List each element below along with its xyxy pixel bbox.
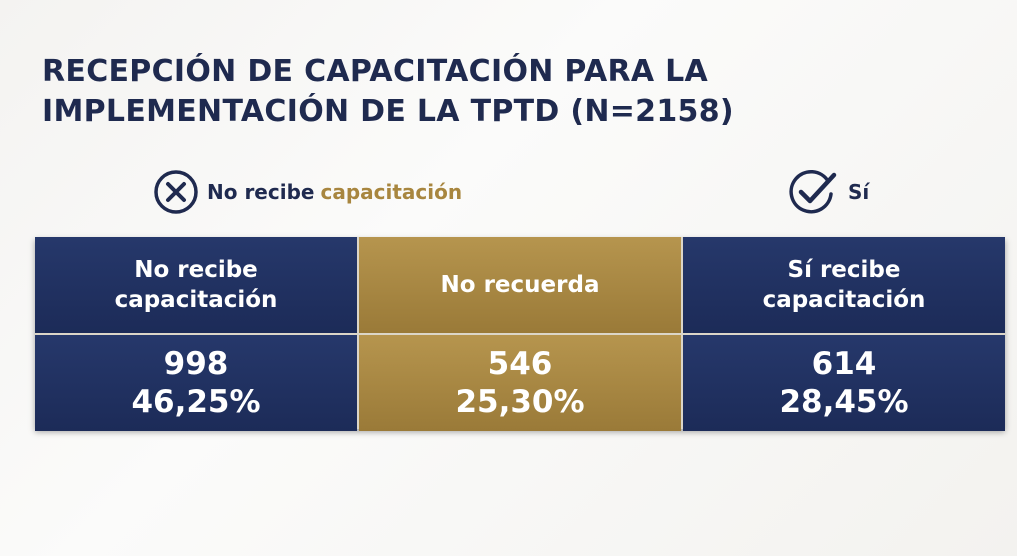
legend-text: No recibe	[207, 180, 315, 204]
title-line: IMPLEMENTACIÓN DE LA TPTD (N=2158)	[42, 94, 734, 129]
title-line: RECEPCIÓN DE CAPACITACIÓN PARA LA	[42, 54, 709, 89]
legend-text: Sí	[848, 180, 870, 204]
header-text: capacitación	[762, 287, 926, 313]
legend-accent: capacitación	[320, 180, 463, 204]
value-cell: 614 28,45%	[683, 335, 1005, 431]
percent: 25,30%	[455, 384, 585, 420]
legend-yes: Sí	[788, 170, 869, 214]
header-text: capacitación	[114, 287, 278, 313]
header-cell: No recuerda	[359, 237, 681, 333]
count: 998	[163, 346, 229, 382]
header-text: No recuerda	[440, 272, 600, 298]
header-text: No recibe	[134, 257, 258, 283]
legend-no: No recibe capacitación	[153, 170, 462, 214]
count: 546	[487, 346, 553, 382]
header-text: Sí recibe	[787, 257, 901, 283]
count: 614	[811, 346, 877, 382]
x-icon	[154, 170, 198, 214]
table: No recibe capacitación No recuerda Sí recib…	[35, 237, 1005, 431]
percent: 46,25%	[131, 384, 261, 420]
percent: 28,45%	[779, 384, 909, 420]
value-cell: 546 25,30%	[359, 335, 681, 431]
value-cell: 998 46,25%	[35, 335, 357, 431]
header-cell: Sí recibe capacitación	[683, 237, 1005, 333]
header-cell: No recibe capacitación	[35, 237, 357, 333]
title: RECEPCIÓN DE CAPACITACIÓN PARA LA IMPLEM…	[42, 52, 734, 132]
check-icon	[789, 170, 837, 214]
